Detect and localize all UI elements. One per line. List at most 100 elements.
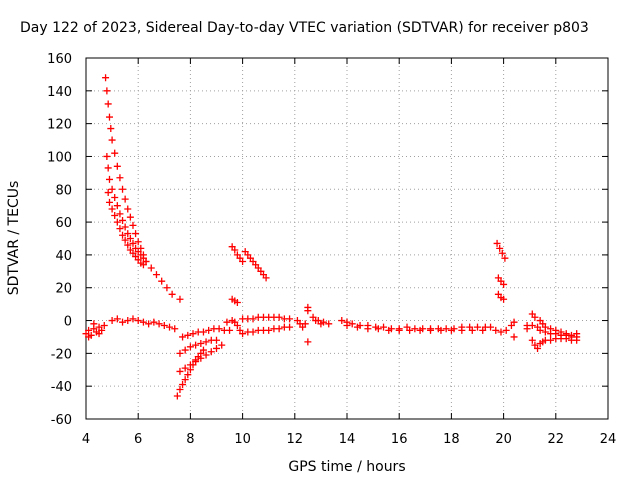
data-point [124, 317, 132, 325]
data-point [304, 307, 312, 315]
y-tick-label: 120 [47, 118, 72, 133]
data-point [116, 225, 124, 233]
data-point [119, 231, 127, 239]
data-point [487, 323, 495, 331]
data-point [108, 205, 116, 213]
data-point [304, 338, 312, 346]
data-point [231, 246, 239, 254]
series-mid-dip [231, 318, 294, 338]
data-point [226, 326, 234, 334]
data-point [199, 346, 207, 354]
data-point [134, 238, 142, 246]
data-point [129, 221, 137, 229]
series-noon [293, 303, 333, 346]
x-tick-label: 14 [339, 432, 356, 447]
data-point [479, 326, 487, 334]
data-point [338, 317, 346, 325]
data-point [111, 212, 119, 220]
data-point [116, 210, 124, 218]
data-point [113, 315, 121, 323]
data-point [301, 320, 309, 328]
y-tick-label: 20 [55, 282, 72, 297]
series-evening-arcs [493, 239, 509, 303]
series-mid-arc-a [228, 243, 247, 265]
data-point [500, 280, 508, 288]
y-axis-label: SDTVAR / TECUs [6, 181, 22, 296]
series-afternoon [338, 317, 489, 333]
x-tick-label: 6 [134, 432, 142, 447]
data-point [207, 348, 215, 356]
data-point [343, 321, 351, 329]
data-point [385, 326, 393, 334]
data-point [119, 216, 127, 224]
y-tick-label: 40 [55, 249, 72, 264]
data-point [500, 295, 508, 303]
x-tick-label: 24 [600, 432, 617, 447]
data-point [184, 331, 192, 339]
y-tick-label: 100 [47, 150, 72, 165]
data-point [116, 174, 124, 182]
data-point [107, 125, 115, 133]
data-point [416, 326, 424, 334]
series-arc-low [104, 189, 147, 269]
data-point [105, 113, 113, 121]
x-tick-label: 10 [234, 432, 251, 447]
data-point [286, 323, 294, 331]
data-point [442, 325, 450, 333]
data-point [139, 318, 147, 326]
series-mid-zero [223, 313, 294, 326]
series-afternoon-lower [343, 321, 487, 334]
x-tick-label: 20 [495, 432, 512, 447]
data-point [111, 149, 119, 157]
data-point [498, 249, 506, 257]
data-point [152, 271, 160, 279]
data-point [186, 366, 194, 374]
series-late [528, 310, 581, 341]
data-point [528, 321, 536, 329]
data-point [427, 326, 435, 334]
data-point [85, 326, 93, 334]
data-point [496, 244, 504, 252]
data-point [501, 254, 509, 262]
data-point [510, 333, 518, 341]
data-point [228, 317, 236, 325]
data-point [160, 321, 168, 329]
data-point [100, 321, 108, 329]
x-tick-label: 18 [443, 432, 460, 447]
data-point [132, 230, 140, 238]
data-point [102, 74, 110, 82]
data-point [85, 333, 93, 341]
data-point [113, 162, 121, 170]
series-late-upper [536, 326, 581, 341]
series-arc-high [102, 74, 150, 265]
y-tick-label: 0 [64, 315, 72, 330]
series-early-cluster [82, 320, 108, 341]
data-point [111, 193, 119, 201]
data-point [173, 392, 181, 400]
data-point [129, 239, 137, 247]
data-point [181, 376, 189, 384]
data-point [541, 328, 549, 336]
data-point [155, 320, 163, 328]
data-point [105, 198, 113, 206]
data-point [158, 277, 166, 285]
data-point [189, 361, 197, 369]
data-point [531, 313, 539, 321]
data-point [163, 284, 171, 292]
data-point [562, 331, 570, 339]
data-point [320, 318, 328, 326]
data-point [103, 87, 111, 95]
data-point [493, 239, 501, 247]
data-point [104, 189, 112, 197]
series-near-zero-morning [108, 315, 179, 333]
data-point [395, 326, 403, 334]
data-point [552, 330, 560, 338]
data-point [380, 323, 388, 331]
data-point [168, 290, 176, 298]
data-point [547, 336, 555, 344]
series-mid-arc-c [228, 295, 241, 306]
data-point [197, 340, 205, 348]
data-point [104, 100, 112, 108]
data-point [202, 338, 210, 346]
